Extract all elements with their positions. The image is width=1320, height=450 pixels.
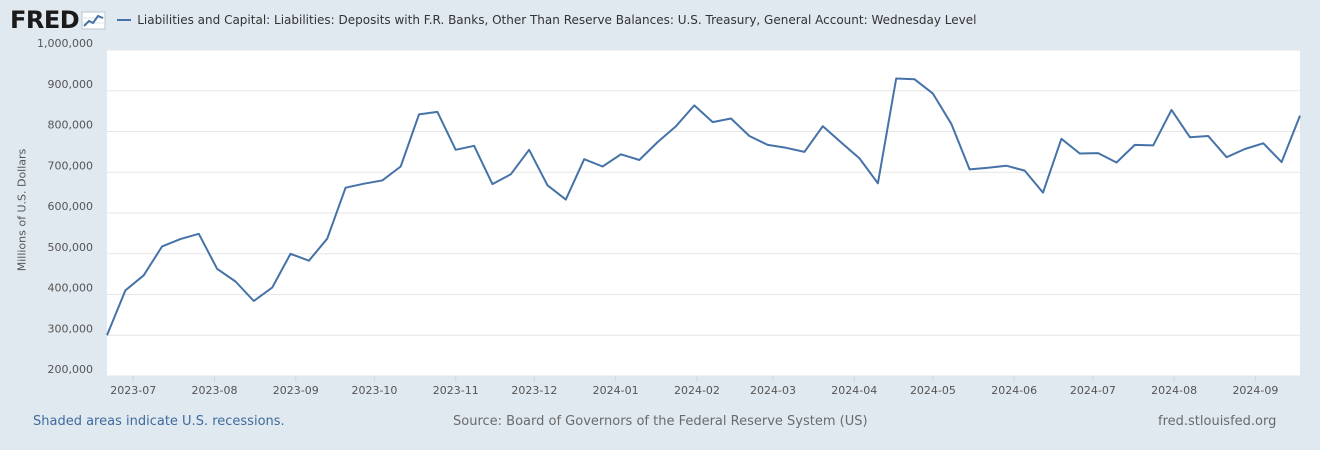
y-tick-label: 800,000: [48, 119, 94, 132]
chart-header: FRED Liabilities and Capital: Liabilitie…: [10, 6, 976, 34]
x-axis-ticks: 2023-07 2023-08 2023-09 2023-10 2023-11 2023-…: [110, 376, 1278, 397]
grid-lines: [107, 49, 1300, 377]
legend-series-swatch: [117, 19, 132, 21]
series-line: [106, 77, 1301, 336]
y-tick-label: 600,000: [48, 200, 94, 213]
y-axis-ticks: 200,000 300,000 400,000 500,000 600,000 700,0…: [37, 37, 93, 376]
y-tick-label: 400,000: [48, 282, 94, 295]
fred-logo-text: FRED: [10, 6, 80, 34]
x-tick-label: 2023-08: [192, 384, 238, 397]
x-tick-label: 2024-01: [593, 384, 639, 397]
x-tick-label: 2024-02: [674, 384, 720, 397]
site-link[interactable]: fred.stlouisfed.org: [1158, 414, 1277, 429]
x-tick-label: 2024-08: [1151, 384, 1197, 397]
y-tick-label: 700,000: [48, 159, 94, 172]
fred-logo-graph-icon: [81, 11, 106, 30]
x-tick-label: 2024-04: [831, 384, 877, 397]
legend-series-label: Liabilities and Capital: Liabilities: De…: [137, 13, 977, 27]
y-tick-label: 200,000: [48, 363, 94, 376]
x-tick-label: 2023-12: [511, 384, 557, 397]
source-note: Source: Board of Governors of the Federa…: [453, 414, 868, 429]
x-tick-label: 2024-07: [1070, 384, 1116, 397]
fred-logo[interactable]: FRED: [10, 6, 107, 34]
x-tick-label: 2023-09: [273, 384, 319, 397]
x-tick-label: 2024-03: [750, 384, 796, 397]
chart-legend: Liabilities and Capital: Liabilities: De…: [117, 13, 976, 27]
y-tick-label: 300,000: [48, 322, 94, 335]
x-tick-label: 2024-05: [910, 384, 956, 397]
x-tick-label: 2024-09: [1232, 384, 1278, 397]
y-tick-label: 1,000,000: [37, 37, 93, 50]
y-tick-label: 500,000: [48, 241, 94, 254]
y-tick-label: 900,000: [48, 78, 94, 91]
recession-note[interactable]: Shaded areas indicate U.S. recessions.: [33, 414, 285, 429]
x-tick-label: 2023-11: [433, 384, 479, 397]
x-tick-label: 2023-07: [110, 384, 156, 397]
x-tick-label: 2023-10: [351, 384, 397, 397]
x-tick-label: 2024-06: [991, 384, 1037, 397]
